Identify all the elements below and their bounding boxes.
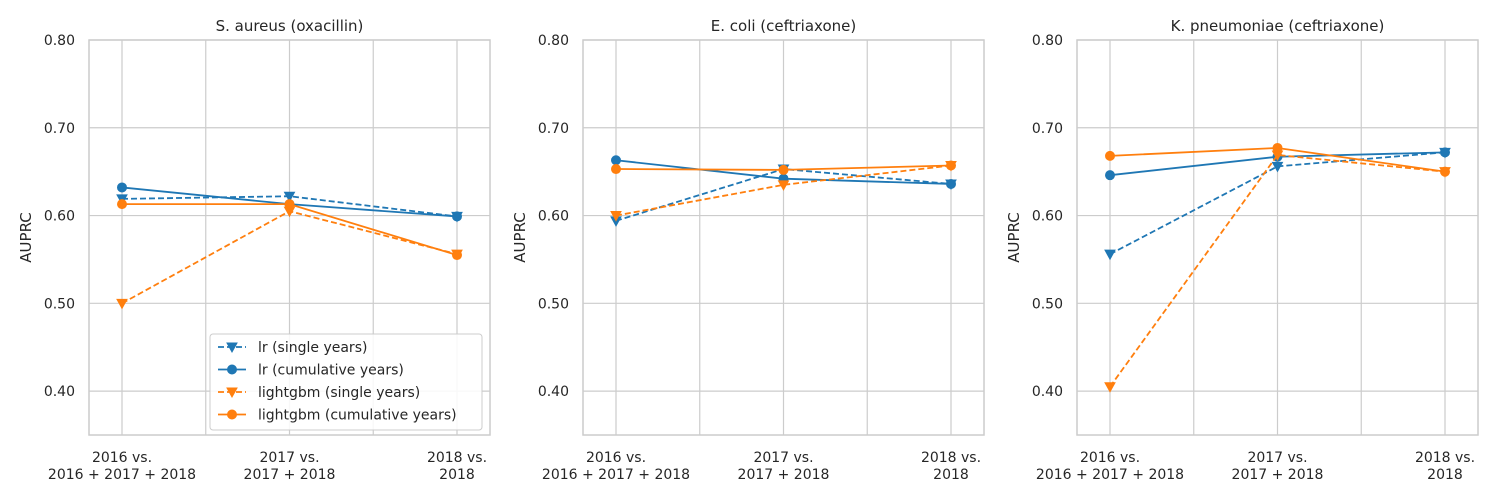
plot-frame [88,39,491,436]
data-point [452,250,462,261]
data-point [283,191,296,203]
data-point [946,160,956,171]
x-tick-label: 2018 vs. [921,450,981,466]
y-tick-label: 0.70 [538,121,569,137]
y-tick-label: 0.40 [44,384,75,400]
legend-marker [226,342,238,354]
legend: lr (single years) lr (cumulative years) li… [209,333,483,431]
x-tick-label: 2016 vs. [586,450,646,466]
series-line [615,164,952,217]
legend-marker [226,387,238,399]
data-point [1271,161,1284,173]
y-tick-label: 0.70 [1032,121,1063,137]
legend-marker [227,409,237,420]
data-point [611,164,621,175]
data-point [1105,170,1115,181]
x-tick-label: 2017 vs. [1247,450,1307,466]
panel-1: 0.40 0.50 0.60 0.70 0.80 S. aureus (oxacillin… [17,17,491,483]
y-axis-label: AUPRC [17,212,35,262]
x-tick-label: 2018 [1427,467,1463,483]
data-point [117,199,127,210]
x-tick-label: 2016 + 2017 + 2018 [48,467,196,483]
data-point [1104,249,1116,261]
x-tick-label: 2016 + 2017 + 2018 [1036,467,1184,483]
legend-label: lr (cumulative years) [258,363,404,379]
data-point [1272,142,1283,153]
x-tick-label: 2018 [439,467,475,483]
data-point [1104,382,1116,393]
x-tick-label: 2016 vs. [92,450,152,466]
panel-3: 0.40 0.50 0.60 0.70 0.80 K. pneumoniae (ceftr… [1005,17,1479,483]
series-line [1109,154,1446,388]
y-tick-label: 0.80 [1032,33,1063,49]
data-point [1440,166,1450,177]
data-point [1105,150,1115,161]
panel-title: E. coli (ceftriaxone) [711,17,856,35]
data-point [611,155,621,166]
y-axis-label: AUPRC [1005,212,1023,262]
plot-frame [582,39,985,436]
panel-2: 0.40 0.50 0.60 0.70 0.80 E. coli (ceftriaxone… [511,17,985,483]
data-point [946,178,956,189]
y-tick-label: 0.50 [1032,296,1063,312]
x-tick-label: 2018 vs. [427,450,487,466]
y-tick-label: 0.60 [538,209,569,225]
panel-title: S. aureus (oxacillin) [216,17,364,35]
y-tick-label: 0.80 [44,33,75,49]
x-tick-label: 2016 vs. [1080,450,1140,466]
y-tick-label: 0.70 [44,121,75,137]
data-point [452,211,462,222]
y-tick-label: 0.50 [44,296,75,312]
data-point [284,199,295,210]
data-point [1440,147,1450,158]
data-point [610,211,622,222]
y-tick-label: 0.80 [538,33,569,49]
legend-marker [227,364,237,375]
legend-label: lightgbm (cumulative years) [258,408,457,424]
x-tick-label: 2017 vs. [259,450,319,466]
legend-box [209,333,483,431]
y-tick-label: 0.50 [538,296,569,312]
data-point [117,182,127,193]
y-axis-label: AUPRC [511,212,529,262]
x-tick-label: 2017 + 2018 [738,467,830,483]
plot-frame [1076,39,1479,436]
x-tick-label: 2017 + 2018 [244,467,336,483]
legend-label: lr (single years) [258,340,367,356]
panel-title: K. pneumoniae (ceftriaxone) [1171,17,1385,35]
x-tick-label: 2016 + 2017 + 2018 [542,467,690,483]
x-tick-label: 2018 vs. [1415,450,1475,466]
x-tick-label: 2017 + 2018 [1232,467,1324,483]
x-tick-label: 2018 [933,467,969,483]
x-tick-label: 2017 vs. [753,450,813,466]
legend-label: lightgbm (single years) [258,385,420,401]
data-point [778,164,789,175]
y-tick-label: 0.40 [538,384,569,400]
y-tick-label: 0.60 [44,209,75,225]
y-tick-label: 0.60 [1032,209,1063,225]
data-point [116,298,128,310]
y-tick-label: 0.40 [1032,384,1063,400]
data-point [777,180,790,191]
